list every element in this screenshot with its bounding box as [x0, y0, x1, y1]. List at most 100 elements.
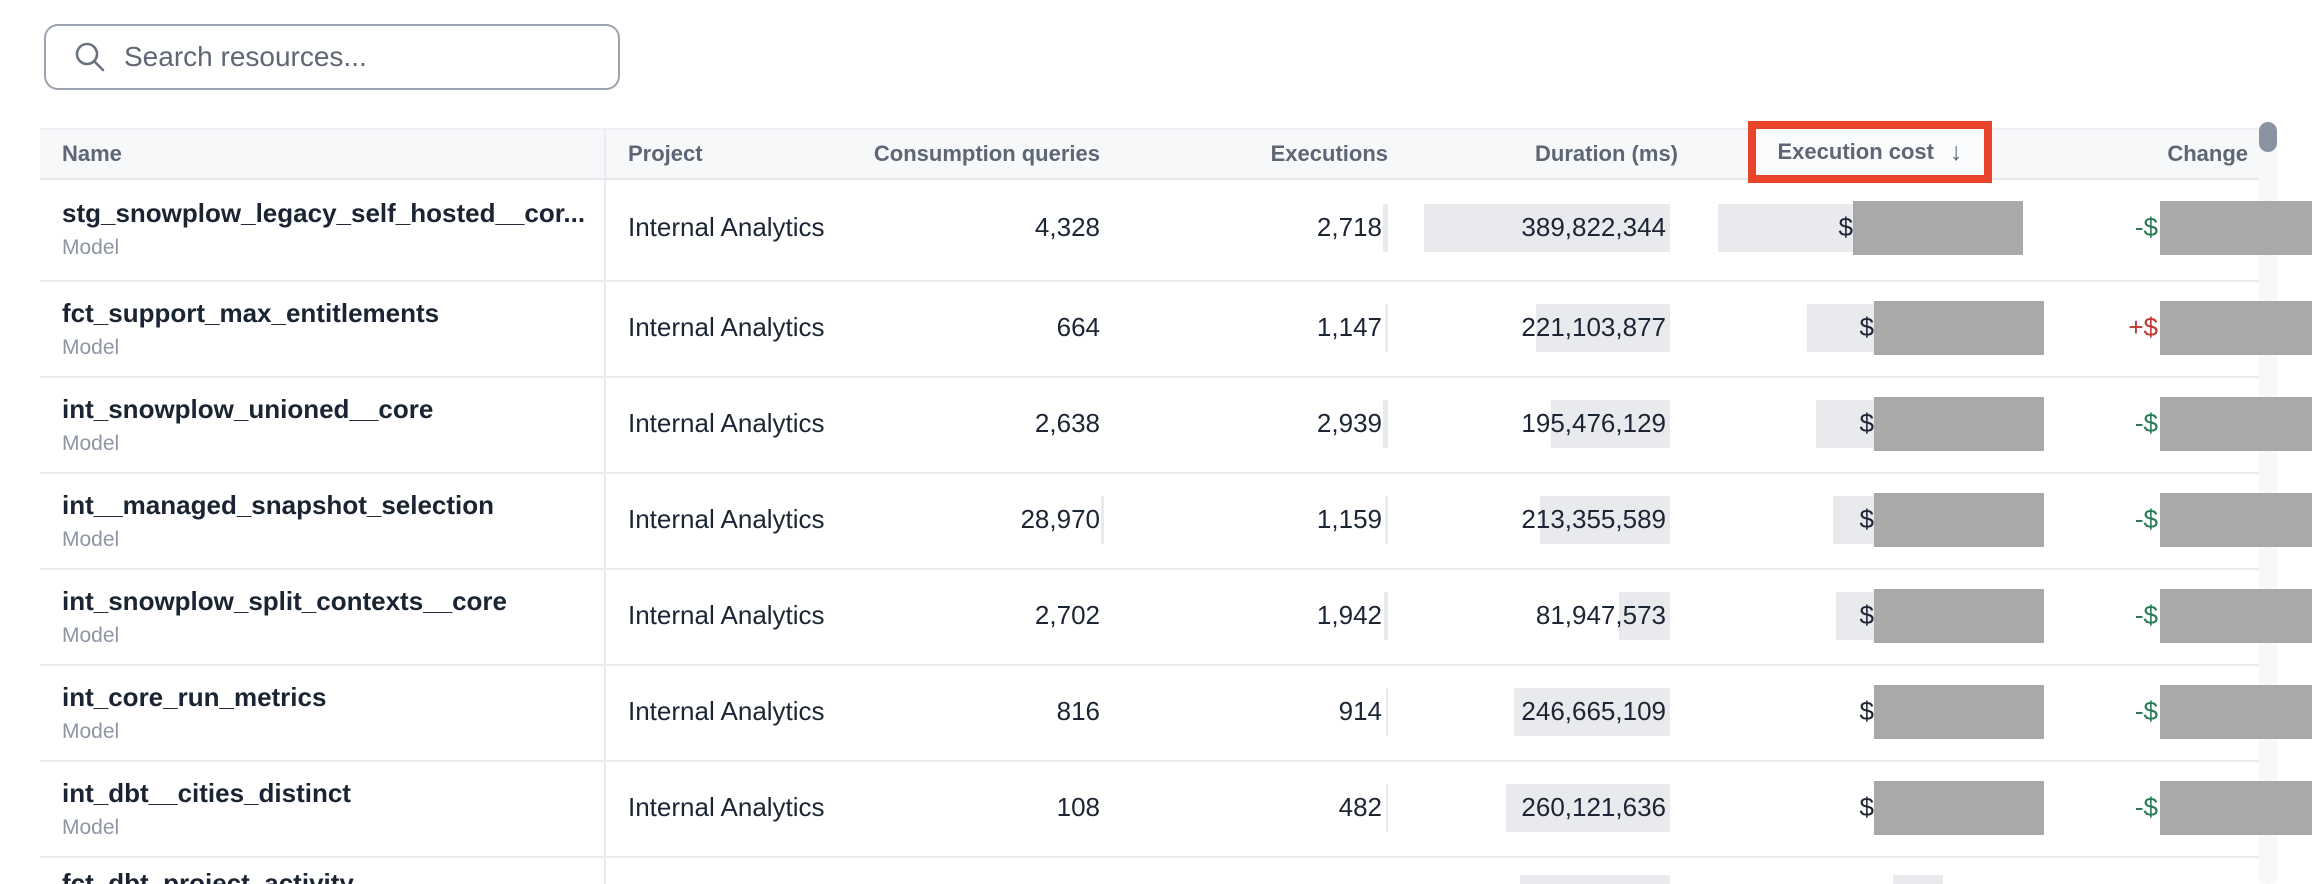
resource-type: Model [62, 624, 120, 647]
executions-cell: 2,718 [1316, 212, 1382, 242]
row-border [40, 280, 2260, 282]
resource-type: Model [62, 528, 120, 551]
consumption-queries-cell: 28,970 [1020, 504, 1100, 534]
table-row[interactable]: stg_snowplow_legacy_self_hosted__cor... … [0, 180, 2312, 280]
execution-cost-redaction [1874, 397, 2044, 451]
change-redaction [2160, 201, 2312, 255]
executions-magnitude-bar [1383, 204, 1388, 252]
search-icon [75, 42, 105, 72]
row-border [40, 376, 2260, 378]
column-header-execution-cost[interactable]: Execution cost [1777, 139, 1934, 164]
resource-type: Model [62, 236, 120, 259]
execution-cost-redaction [1874, 589, 2044, 643]
consumption-queries-cell: 664 [1056, 312, 1100, 342]
duration-magnitude-bar [1619, 592, 1670, 640]
resource-name[interactable]: int_dbt__cities_distinct [62, 778, 351, 808]
consumption-queries-cell: 816 [1056, 696, 1100, 726]
execution-cost-magnitude-bar [1836, 592, 1874, 640]
table-row[interactable]: int_core_run_metrics Model Internal Anal… [0, 664, 2312, 760]
duration-cell: 389,822,344 [1521, 212, 1666, 242]
execution-cost-redaction [1874, 781, 2044, 835]
resource-name[interactable]: int_core_run_metrics [62, 682, 327, 712]
resource-type: Model [62, 816, 120, 839]
execution-cost-redaction [1874, 493, 2044, 547]
change-sign: -$ [2134, 792, 2158, 822]
change-sign: -$ [2134, 600, 2158, 630]
execution-cost-highlight-box: Execution cost ↓ [1748, 121, 1992, 183]
executions-magnitude-bar [1386, 688, 1388, 736]
column-header-name[interactable]: Name [62, 141, 122, 166]
execution-cost-currency: $ [1859, 408, 1874, 438]
table-row[interactable]: fct_support_max_entitlements Model Inter… [0, 280, 2312, 376]
execution-cost-redaction [1874, 301, 2044, 355]
table-row[interactable]: int_dbt__cities_distinct Model Internal … [0, 760, 2312, 856]
resource-type: Model [62, 336, 120, 359]
column-header-project[interactable]: Project [628, 141, 703, 166]
table-row[interactable]: int__managed_snapshot_selection Model In… [0, 472, 2312, 568]
duration-cell: 246,665,109 [1521, 696, 1666, 726]
change-sign: -$ [2134, 696, 2158, 726]
duration-cell: 260,121,636 [1521, 792, 1666, 822]
row-border [40, 568, 2260, 570]
column-header-consumption-queries[interactable]: Consumption queries [873, 141, 1100, 166]
project-cell: Internal Analytics [628, 792, 825, 822]
executions-magnitude-bar [1385, 304, 1388, 352]
resource-name[interactable]: int_snowplow_unioned__core [62, 394, 434, 424]
table-row-partial[interactable]: fct_dbt_project_activity [0, 856, 2312, 884]
executions-cell: 2,939 [1316, 408, 1382, 438]
column-header-duration-ms[interactable]: Duration (ms) [1535, 141, 1678, 166]
project-cell: Internal Analytics [628, 312, 825, 342]
project-cell: Internal Analytics [628, 408, 825, 438]
resource-name[interactable]: fct_dbt_project_activity [62, 868, 354, 884]
name-column-divider [604, 128, 606, 884]
project-cell: Internal Analytics [628, 212, 825, 242]
column-header-change[interactable]: Change [2167, 141, 2248, 166]
duration-magnitude-bar [1514, 688, 1670, 736]
change-sign: +$ [2128, 312, 2158, 342]
executions-magnitude-bar [1386, 784, 1388, 832]
resource-type: Model [62, 432, 120, 455]
resource-name[interactable]: fct_support_max_entitlements [62, 298, 440, 328]
consumption-magnitude-bar [1101, 496, 1104, 544]
change-sign: -$ [2134, 504, 2158, 534]
search-input[interactable] [122, 40, 586, 74]
consumption-queries-cell: 2,702 [1034, 600, 1100, 630]
sort-descending-icon[interactable]: ↓ [1949, 137, 1963, 166]
project-cell: Internal Analytics [628, 696, 825, 726]
execution-cost-magnitude-bar [1816, 400, 1874, 448]
duration-cell: 213,355,589 [1521, 504, 1666, 534]
table-row[interactable]: int_snowplow_split_contexts__core Model … [0, 568, 2312, 664]
row-border [40, 856, 2260, 858]
executions-magnitude-bar [1383, 400, 1388, 448]
table-row[interactable]: int_snowplow_unioned__core Model Interna… [0, 376, 2312, 472]
row-border [40, 760, 2260, 762]
resource-name[interactable]: int_snowplow_split_contexts__core [62, 586, 508, 616]
scrollbar-thumb[interactable] [2259, 122, 2277, 152]
resource-type: Model [62, 720, 120, 743]
search-box[interactable] [44, 24, 620, 90]
row-border [40, 664, 2260, 666]
executions-cell: 482 [1338, 792, 1382, 822]
execution-cost-currency: $ [1859, 600, 1874, 630]
execution-cost-magnitude-bar [1718, 204, 1853, 252]
header-bottom-border [40, 178, 2260, 180]
consumption-queries-cell: 2,638 [1034, 408, 1100, 438]
executions-cell: 1,147 [1316, 312, 1382, 342]
duration-cell: 81,947,573 [1535, 600, 1666, 630]
consumption-queries-cell: 4,328 [1034, 212, 1100, 242]
execution-cost-redaction [1853, 201, 2023, 255]
row-border [40, 472, 2260, 474]
project-cell: Internal Analytics [628, 504, 825, 534]
change-redaction [2160, 301, 2312, 355]
execution-cost-magnitude-bar [1807, 304, 1874, 352]
resource-name[interactable]: stg_snowplow_legacy_self_hosted__cor... [62, 198, 586, 228]
duration-cell: 221,103,877 [1521, 312, 1666, 342]
column-header-executions[interactable]: Executions [1270, 141, 1388, 166]
executions-cell: 914 [1338, 696, 1382, 726]
change-redaction [2160, 397, 2312, 451]
consumption-queries-cell: 108 [1056, 792, 1100, 822]
resource-name[interactable]: int__managed_snapshot_selection [62, 490, 495, 520]
execution-cost-currency: $ [1859, 696, 1874, 726]
duration-magnitude-bar [1424, 204, 1670, 252]
